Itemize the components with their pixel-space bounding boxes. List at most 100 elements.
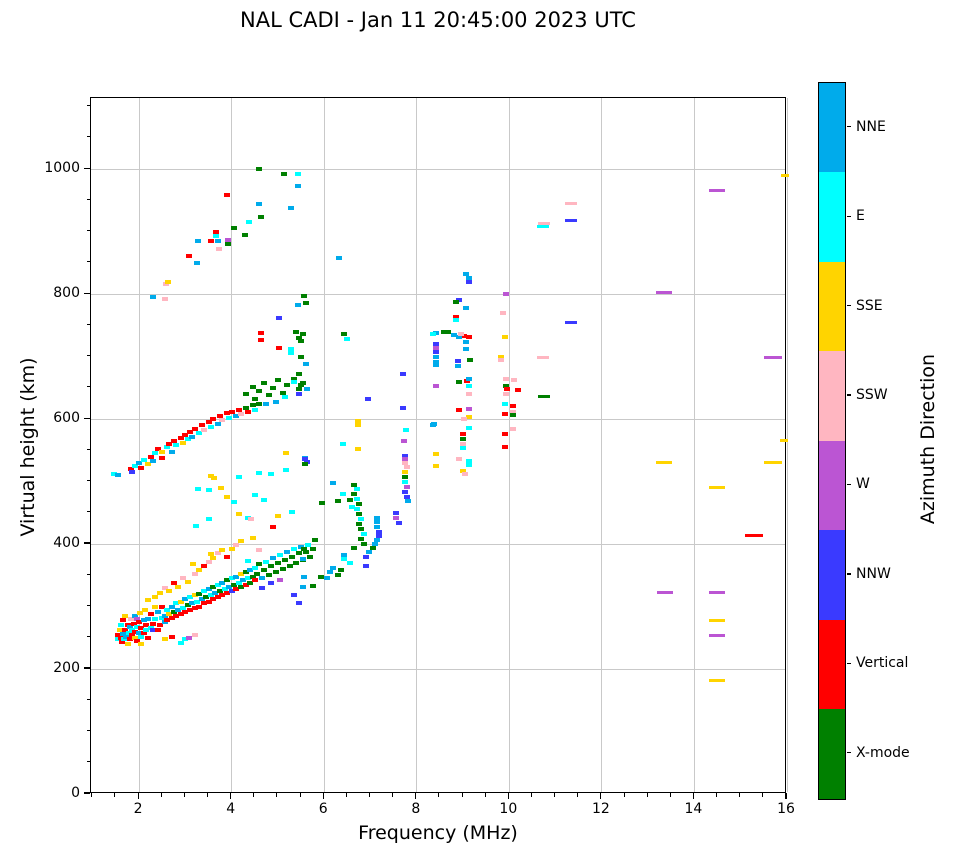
data-point (251, 397, 258, 402)
data-point (136, 620, 143, 625)
data-point (287, 347, 294, 352)
data-point (466, 415, 473, 420)
axis-tick (207, 793, 209, 797)
data-point (780, 173, 789, 177)
data-point (351, 492, 358, 497)
axis-tick (461, 793, 463, 797)
data-point (131, 635, 138, 640)
data-point (177, 599, 184, 604)
data-point (186, 635, 193, 640)
axis-tick (785, 793, 787, 799)
axis-tick (299, 793, 301, 797)
data-point (198, 423, 205, 428)
data-point (779, 438, 788, 442)
data-point (230, 499, 237, 504)
data-point (254, 572, 261, 577)
data-point (402, 479, 409, 484)
data-point (214, 551, 221, 556)
data-point (745, 533, 764, 537)
data-point (200, 588, 207, 593)
data-point (463, 347, 470, 352)
data-point (163, 607, 170, 612)
data-point (295, 372, 302, 377)
data-point (510, 413, 517, 418)
data-point (203, 595, 210, 600)
data-point (401, 439, 408, 443)
data-point (116, 628, 123, 633)
data-point (294, 184, 301, 189)
data-point (274, 378, 281, 383)
data-point (463, 272, 470, 277)
data-point (256, 548, 263, 553)
data-point (258, 585, 265, 590)
data-point (261, 498, 268, 503)
y-tick-label: 800 (53, 285, 80, 302)
data-point (242, 233, 249, 238)
colorbar-tick (847, 304, 851, 307)
data-point (358, 527, 365, 532)
data-point (226, 584, 233, 589)
data-point (330, 480, 337, 485)
data-point (454, 359, 461, 364)
data-point (198, 597, 205, 602)
gridline-y (91, 543, 785, 545)
data-point (536, 225, 549, 229)
data-point (453, 300, 460, 305)
data-point (256, 470, 263, 475)
data-point (277, 553, 284, 558)
data-point (454, 364, 461, 369)
data-point (295, 335, 302, 340)
data-point (764, 356, 783, 360)
axis-tick (86, 761, 90, 763)
data-point (538, 222, 551, 226)
data-point (463, 339, 470, 344)
x-tick-label: 12 (591, 801, 610, 817)
data-point (502, 401, 509, 406)
data-point (169, 634, 176, 639)
data-point (219, 418, 226, 423)
data-point (180, 605, 187, 610)
data-point (362, 563, 369, 568)
axis-tick (646, 793, 648, 797)
data-point (298, 339, 305, 344)
data-point (212, 230, 219, 235)
data-point (355, 423, 362, 428)
data-point (127, 617, 134, 622)
data-point (170, 439, 177, 443)
data-point (133, 617, 140, 622)
data-point (355, 447, 362, 452)
data-point (182, 609, 189, 614)
data-point (341, 553, 348, 558)
data-point (200, 563, 207, 568)
data-point (303, 459, 310, 464)
data-point (404, 498, 411, 503)
axis-tick (530, 793, 532, 797)
data-point (503, 392, 510, 397)
data-point (501, 432, 508, 437)
data-point (233, 414, 240, 418)
data-point (246, 220, 253, 225)
axis-tick (230, 793, 232, 799)
data-point (168, 604, 175, 609)
y-axis-label: Virtual height (km) (17, 357, 39, 537)
axis-tick (86, 323, 90, 325)
data-point (355, 502, 362, 507)
colorbar-tick (847, 573, 851, 575)
colorbar-tick (847, 752, 851, 754)
data-point (498, 358, 504, 363)
data-point (300, 332, 307, 337)
data-point (272, 570, 279, 575)
data-point (515, 388, 522, 393)
data-point (466, 425, 473, 430)
colorbar-tick (847, 483, 851, 486)
data-point (193, 599, 200, 604)
data-point (310, 583, 317, 588)
data-point (136, 460, 143, 465)
data-point (360, 542, 367, 547)
data-point (709, 618, 726, 622)
data-point (279, 567, 286, 572)
data-point (143, 623, 150, 628)
data-point (298, 354, 305, 359)
data-point (455, 380, 462, 385)
data-point (123, 634, 130, 639)
